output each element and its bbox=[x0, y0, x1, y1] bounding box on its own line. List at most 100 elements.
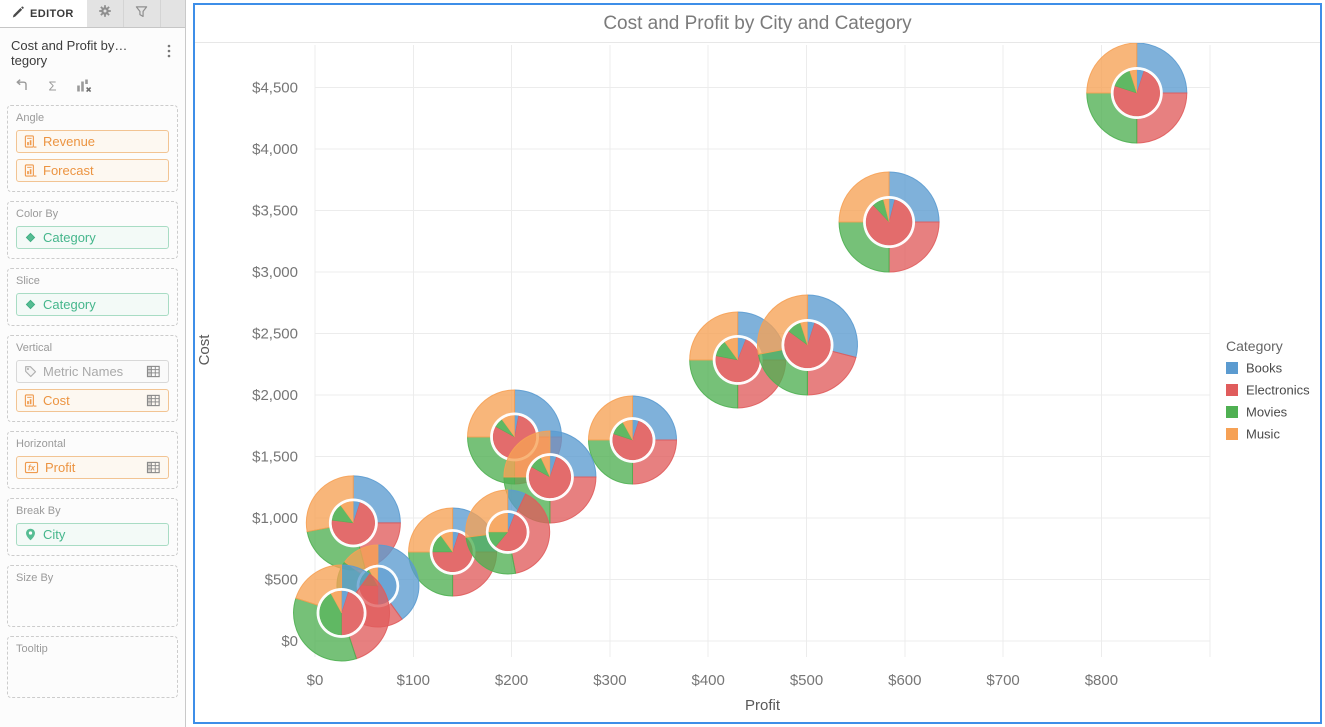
field-pill-category[interactable]: Category bbox=[16, 293, 169, 316]
field-pill-label: Metric Names bbox=[43, 364, 124, 379]
grid-icon[interactable] bbox=[146, 461, 161, 474]
svg-text:Σ: Σ bbox=[48, 79, 56, 93]
funnel-icon bbox=[135, 5, 148, 23]
section-break-by: Break By City bbox=[7, 498, 178, 556]
city-bubble-b5[interactable] bbox=[465, 489, 551, 575]
svg-text:$3,500: $3,500 bbox=[252, 203, 298, 220]
field-pill-forecast[interactable]: Forecast bbox=[16, 159, 169, 182]
svg-text:$1,500: $1,500 bbox=[252, 449, 298, 466]
section-label: Vertical bbox=[16, 342, 53, 354]
field-pill-revenue[interactable]: Revenue bbox=[16, 130, 169, 153]
svg-text:$0: $0 bbox=[281, 633, 298, 650]
legend: Category Books Electronics Movies Music bbox=[1226, 338, 1310, 442]
legend-swatch bbox=[1226, 362, 1238, 374]
legend-item-books[interactable]: Books bbox=[1226, 361, 1283, 376]
x-axis-title: Profit bbox=[745, 697, 781, 714]
svg-text:$200: $200 bbox=[495, 672, 528, 689]
svg-text:$400: $400 bbox=[692, 672, 725, 689]
fx-icon: fx bbox=[24, 461, 39, 474]
pin-icon bbox=[24, 528, 37, 541]
field-pill-metric-names[interactable]: Metric Names bbox=[16, 360, 169, 383]
svg-text:$4,500: $4,500 bbox=[252, 80, 298, 97]
tag-icon bbox=[24, 365, 37, 378]
editor-sidebar: EDITOR Cost and Profit by… tegory Σ Angl… bbox=[0, 0, 186, 727]
city-bubble-b12[interactable] bbox=[1086, 43, 1188, 144]
svg-text:fx: fx bbox=[28, 463, 36, 472]
svg-text:$800: $800 bbox=[1085, 672, 1118, 689]
y-axis-title: Cost bbox=[196, 334, 213, 366]
tab-settings[interactable] bbox=[87, 0, 124, 27]
chart-panel: Cost and Profit by City and Category $0 $… bbox=[193, 3, 1322, 724]
field-pill-profit[interactable]: fx Profit bbox=[16, 456, 169, 479]
city-bubble-b11[interactable] bbox=[838, 171, 940, 273]
x-axis-tick-labels: $0 $100 $200 $300 $400 $500 $600 $700 $800 bbox=[307, 672, 1118, 689]
legend-label: Books bbox=[1246, 361, 1283, 376]
field-pill-label: Revenue bbox=[43, 134, 96, 149]
sheet-icon bbox=[24, 394, 37, 407]
legend-label: Electronics bbox=[1246, 383, 1310, 398]
legend-label: Music bbox=[1246, 427, 1280, 442]
sheet-icon bbox=[24, 135, 37, 148]
svg-text:$3,000: $3,000 bbox=[252, 264, 298, 281]
field-pill-label: Profit bbox=[45, 460, 76, 475]
field-pill-label: Cost bbox=[43, 393, 70, 408]
svg-text:$1,000: $1,000 bbox=[252, 510, 298, 527]
clear-chart-icon[interactable] bbox=[76, 79, 92, 93]
city-bubble-b1[interactable] bbox=[588, 395, 678, 485]
legend-title: Category bbox=[1226, 338, 1283, 354]
svg-text:$2,000: $2,000 bbox=[252, 387, 298, 404]
source-row: Cost and Profit by… tegory bbox=[0, 28, 185, 70]
city-bubble-b3[interactable] bbox=[503, 430, 597, 524]
svg-text:$600: $600 bbox=[888, 672, 921, 689]
section-label: Horizontal bbox=[16, 438, 66, 450]
section-label: Angle bbox=[16, 112, 45, 124]
sheet-icon bbox=[24, 164, 37, 177]
field-pill-label: Category bbox=[43, 230, 96, 245]
svg-text:$0: $0 bbox=[307, 672, 324, 689]
section-size-by: Size By bbox=[7, 565, 178, 627]
section-label: Break By bbox=[16, 505, 61, 517]
legend-item-movies[interactable]: Movies bbox=[1226, 405, 1288, 420]
section-label: Color By bbox=[16, 208, 59, 220]
legend-swatch bbox=[1226, 384, 1238, 396]
tab-filters[interactable] bbox=[124, 0, 161, 27]
svg-text:$700: $700 bbox=[986, 672, 1019, 689]
section-color-by: Color By Category bbox=[7, 201, 178, 259]
city-bubble-b10[interactable] bbox=[757, 294, 858, 396]
grid-icon[interactable] bbox=[146, 365, 161, 378]
svg-text:$300: $300 bbox=[593, 672, 626, 689]
legend-item-electronics[interactable]: Electronics bbox=[1226, 383, 1310, 398]
section-vertical: Vertical Metric Names Cost bbox=[7, 335, 178, 422]
legend-swatch bbox=[1226, 406, 1238, 418]
editor-toolbar: Σ bbox=[0, 70, 185, 96]
tab-editor-label: EDITOR bbox=[30, 7, 74, 20]
section-label: Size By bbox=[16, 572, 54, 584]
aggregate-sigma-icon[interactable]: Σ bbox=[46, 79, 59, 93]
city-bubble-b9[interactable] bbox=[689, 311, 787, 409]
section-horizontal: Horizontal fx Profit bbox=[7, 431, 178, 489]
tab-editor[interactable]: EDITOR bbox=[0, 0, 87, 27]
city-bubble-b8[interactable] bbox=[293, 564, 391, 662]
section-angle: Angle Revenue Forecast bbox=[7, 105, 178, 192]
tabstrip-filler bbox=[161, 0, 185, 27]
svg-text:$4,000: $4,000 bbox=[252, 141, 298, 158]
chart-title: Cost and Profit by City and Category bbox=[195, 5, 1320, 43]
field-pill-category[interactable]: Category bbox=[16, 226, 169, 249]
gear-icon bbox=[98, 4, 112, 23]
field-pill-label: Forecast bbox=[43, 163, 94, 178]
section-label: Slice bbox=[16, 275, 40, 287]
field-pill-cost[interactable]: Cost bbox=[16, 389, 169, 412]
grid-icon[interactable] bbox=[146, 394, 161, 407]
legend-item-music[interactable]: Music bbox=[1226, 427, 1280, 442]
field-pill-city[interactable]: City bbox=[16, 523, 169, 546]
diamond-icon bbox=[24, 231, 37, 244]
svg-text:$500: $500 bbox=[265, 572, 298, 589]
section-slice: Slice Category bbox=[7, 268, 178, 326]
kebab-menu-icon[interactable] bbox=[165, 44, 173, 63]
section-tooltip: Tooltip bbox=[7, 636, 178, 698]
pencil-icon bbox=[11, 5, 24, 22]
svg-text:$500: $500 bbox=[790, 672, 823, 689]
field-pill-label: City bbox=[43, 527, 66, 542]
link-arrow-icon[interactable] bbox=[13, 79, 29, 93]
sidebar-tabstrip: EDITOR bbox=[0, 0, 185, 28]
